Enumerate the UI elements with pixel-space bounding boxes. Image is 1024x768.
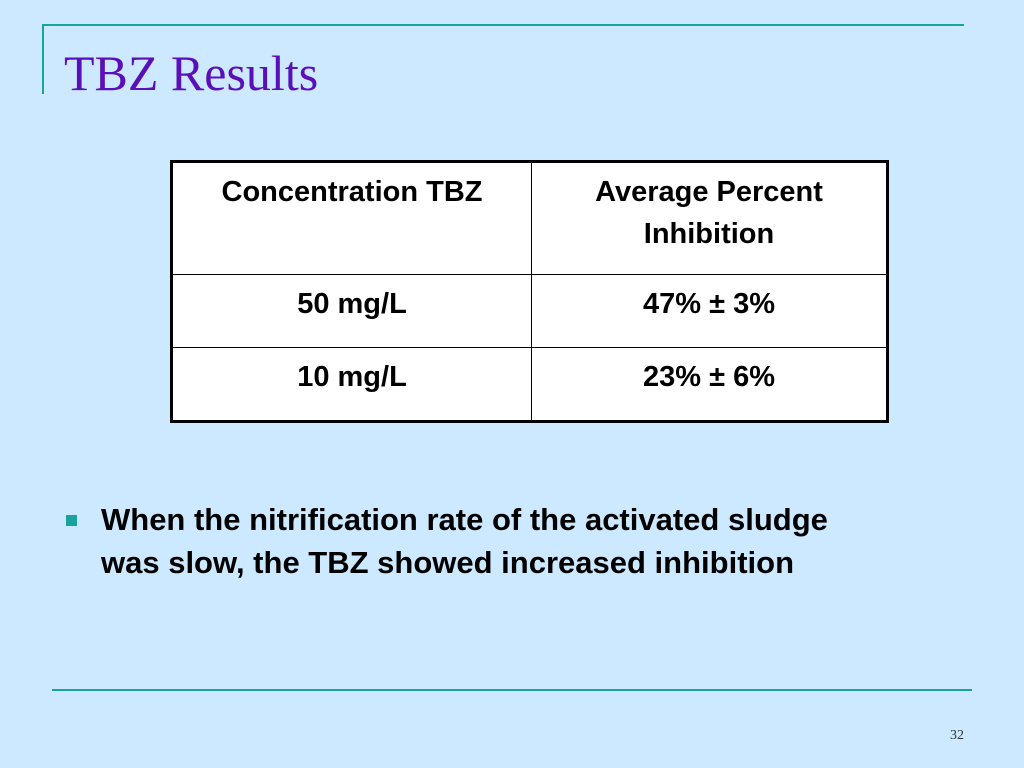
cell-concentration: 10 mg/L [171,347,532,422]
cell-inhibition: 23% ± 6% [531,347,888,422]
left-rule [42,24,44,94]
table-row: 10 mg/L 23% ± 6% [171,347,888,422]
table-row: 50 mg/L 47% ± 3% [171,274,888,348]
header-inhibition: Average Percent Inhibition [531,161,888,275]
top-rule [44,24,964,26]
table-header-row: Concentration TBZ Average Percent Inhibi… [171,161,888,275]
bullet-text: When the nitrification rate of the activ… [101,502,828,580]
cell-concentration: 50 mg/L [171,274,532,348]
results-table: Concentration TBZ Average Percent Inhibi… [170,160,889,423]
bullet-square-icon [66,515,77,526]
header-concentration: Concentration TBZ [171,161,532,275]
cell-inhibition: 47% ± 3% [531,274,888,348]
slide-title: TBZ Results [64,45,319,101]
page-number: 32 [950,728,964,743]
bottom-rule [52,689,972,691]
